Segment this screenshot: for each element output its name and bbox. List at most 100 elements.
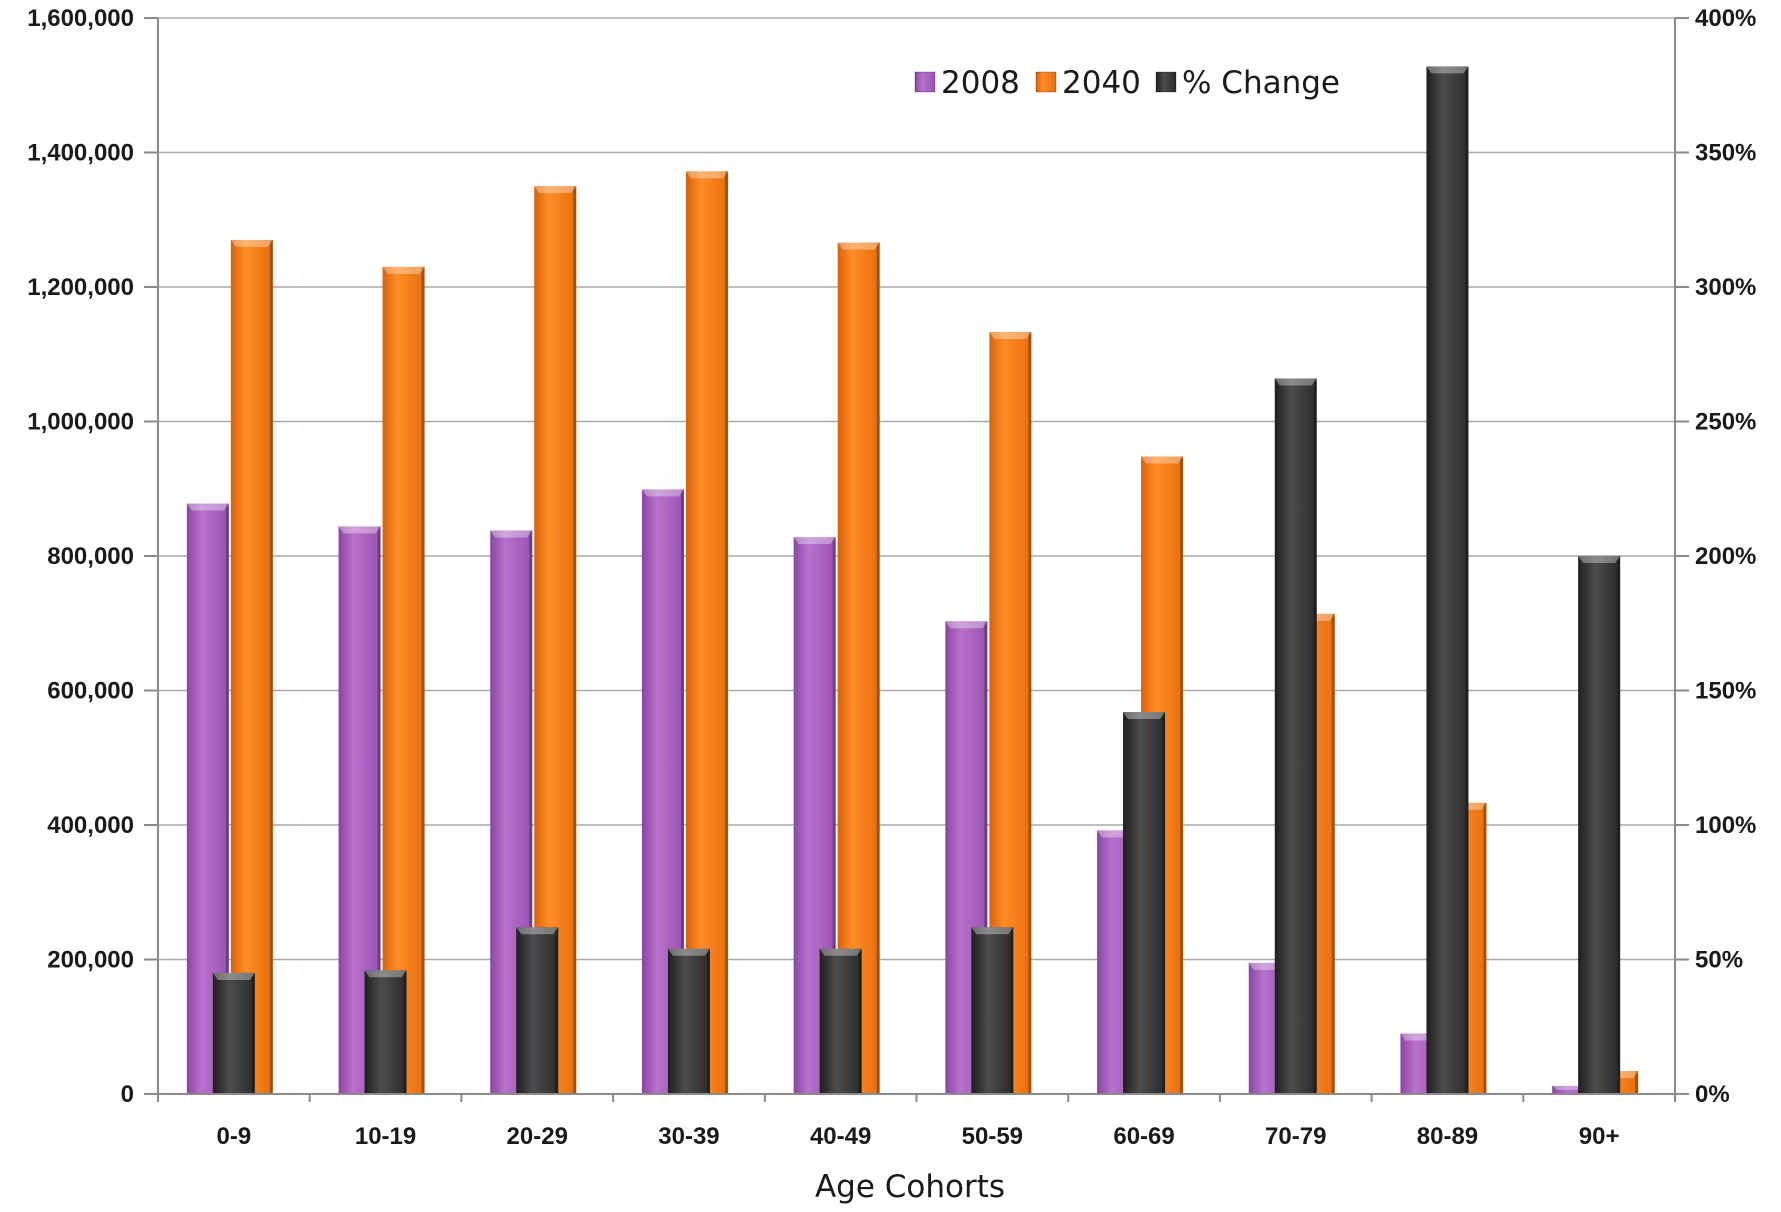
bar-cap bbox=[534, 186, 577, 194]
bar-edge bbox=[1010, 927, 1014, 1094]
left-tick-label: 1,200,000 bbox=[27, 274, 134, 301]
bar-edge bbox=[529, 530, 533, 1094]
bar-edge bbox=[573, 186, 577, 1094]
bar-edge bbox=[555, 927, 559, 1094]
bar-cap bbox=[186, 503, 229, 511]
bar-edge bbox=[269, 239, 273, 1095]
legend-label: 2040 bbox=[1062, 65, 1141, 101]
x-axis-title: Age Cohorts bbox=[815, 1169, 1005, 1205]
right-tick-label: 150% bbox=[1695, 678, 1756, 705]
bar-cap bbox=[1578, 556, 1621, 563]
x-tick-label: 40-49 bbox=[810, 1123, 871, 1150]
bar bbox=[382, 266, 425, 1094]
bar bbox=[516, 927, 559, 1094]
x-tick-label: 80-89 bbox=[1417, 1123, 1478, 1150]
bar-edge bbox=[876, 242, 880, 1095]
bar-body bbox=[212, 972, 255, 1094]
x-tick-label: 70-79 bbox=[1265, 1123, 1326, 1150]
right-tick-label: 250% bbox=[1695, 409, 1756, 436]
bar bbox=[1274, 378, 1317, 1095]
bar-cap bbox=[1141, 456, 1184, 464]
x-tick-label: 30-39 bbox=[658, 1123, 719, 1150]
bar-body bbox=[516, 927, 559, 1094]
left-tick-label: 0 bbox=[121, 1081, 134, 1108]
bar-edge bbox=[858, 948, 862, 1094]
left-tick-label: 1,000,000 bbox=[27, 409, 134, 436]
bar-cap bbox=[490, 530, 533, 538]
bar-cap bbox=[364, 970, 407, 978]
bar-cap bbox=[819, 948, 862, 956]
x-tick-label: 0-9 bbox=[217, 1123, 252, 1150]
bar-body bbox=[819, 948, 862, 1094]
left-axis-ticks: 0 200,000 400,000 600,000 800,000 1,000,000 1,… bbox=[27, 5, 158, 1108]
bar-cap bbox=[212, 972, 255, 980]
bar-edge bbox=[225, 503, 229, 1094]
x-tick-label: 60-69 bbox=[1113, 1123, 1174, 1150]
x-tick-label: 50-59 bbox=[962, 1123, 1023, 1150]
bar-edge bbox=[421, 266, 425, 1094]
bar bbox=[1123, 712, 1166, 1094]
bar-edge bbox=[680, 489, 684, 1094]
legend-swatch bbox=[1155, 71, 1177, 93]
left-tick-label: 1,400,000 bbox=[27, 140, 134, 167]
bar-cap bbox=[338, 526, 381, 534]
bar bbox=[641, 489, 684, 1094]
bar-body bbox=[1274, 378, 1317, 1095]
x-tick-label: 10-19 bbox=[355, 1123, 416, 1150]
bar-cap bbox=[230, 239, 273, 247]
legend-label: % Change bbox=[1182, 65, 1340, 101]
legend-swatch bbox=[1035, 71, 1057, 93]
bar-body bbox=[971, 927, 1014, 1094]
bar-body bbox=[1426, 66, 1469, 1094]
bar-cap bbox=[516, 927, 559, 935]
bar-cap bbox=[1274, 378, 1317, 386]
bar-cap bbox=[667, 948, 710, 956]
right-tick-label: 400% bbox=[1695, 5, 1756, 32]
bar-body bbox=[685, 171, 728, 1094]
bar-cap bbox=[837, 242, 880, 250]
left-tick-label: 200,000 bbox=[47, 947, 134, 974]
bar-body bbox=[1552, 1085, 1595, 1094]
bar-edge bbox=[1331, 613, 1335, 1094]
bar-edge bbox=[724, 171, 728, 1094]
bar-edge bbox=[377, 526, 381, 1094]
bar-cap bbox=[945, 621, 988, 629]
bar-cap bbox=[685, 171, 728, 179]
bar-cap bbox=[641, 489, 684, 497]
bars bbox=[186, 66, 1639, 1095]
bar bbox=[212, 972, 255, 1094]
bar bbox=[971, 927, 1014, 1094]
bar-edge bbox=[1180, 456, 1184, 1095]
bar-edge bbox=[832, 537, 836, 1094]
bar-edge bbox=[1483, 802, 1487, 1094]
bar bbox=[1578, 556, 1621, 1094]
right-tick-label: 50% bbox=[1695, 947, 1743, 974]
x-tick-label: 90+ bbox=[1579, 1123, 1620, 1150]
right-tick-label: 200% bbox=[1695, 543, 1756, 570]
right-tick-label: 100% bbox=[1695, 812, 1756, 839]
bar bbox=[667, 948, 710, 1094]
bar-cap bbox=[382, 266, 425, 274]
bar-cap bbox=[1426, 66, 1469, 74]
right-tick-label: 300% bbox=[1695, 274, 1756, 301]
bar-body bbox=[667, 948, 710, 1094]
left-tick-label: 600,000 bbox=[47, 678, 134, 705]
bar-cap bbox=[971, 927, 1014, 935]
bar bbox=[685, 171, 728, 1094]
bar bbox=[1426, 66, 1469, 1094]
bar bbox=[230, 239, 273, 1095]
right-tick-label: 0% bbox=[1695, 1081, 1730, 1108]
bar-edge bbox=[403, 970, 407, 1094]
x-tick-label: 20-29 bbox=[507, 1123, 568, 1150]
x-axis-ticks: 0-9 10-19 20-29 30-39 40-49 50-59 60-69 70-79 80… bbox=[217, 1123, 1620, 1150]
right-axis-ticks: 0% 50% 100% 150% 200% 250% 300% 350% 400% bbox=[1675, 5, 1756, 1108]
bar-body bbox=[364, 970, 407, 1094]
bar bbox=[364, 970, 407, 1094]
bar-edge bbox=[1313, 378, 1317, 1095]
bar-edge bbox=[1465, 66, 1469, 1094]
bar-edge bbox=[1617, 556, 1621, 1094]
right-tick-label: 350% bbox=[1695, 140, 1756, 167]
bar-edge bbox=[984, 621, 988, 1094]
bar-body bbox=[382, 266, 425, 1094]
